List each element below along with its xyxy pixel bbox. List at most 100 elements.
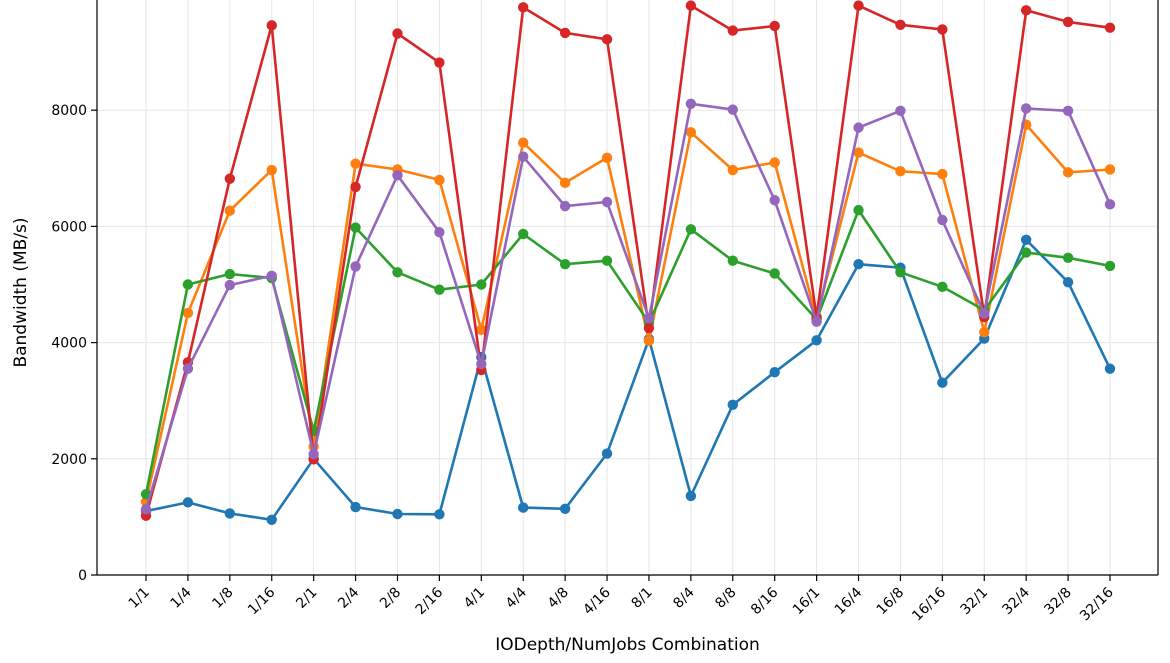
data-point xyxy=(434,284,445,295)
y-tick-label: 2000 xyxy=(51,452,87,468)
data-point xyxy=(979,326,990,338)
data-point xyxy=(1020,103,1032,114)
y-tick-label: 8000 xyxy=(51,103,87,119)
data-point xyxy=(895,105,906,116)
data-point xyxy=(266,164,277,176)
data-point xyxy=(559,503,571,514)
data-point xyxy=(643,322,655,334)
data-point xyxy=(518,502,529,513)
data-point xyxy=(937,168,948,180)
data-point xyxy=(559,177,571,189)
data-point xyxy=(392,28,403,39)
data-point xyxy=(559,200,571,212)
data-point xyxy=(811,316,822,327)
data-point xyxy=(769,268,780,279)
data-point xyxy=(266,270,277,281)
data-point xyxy=(979,308,990,319)
data-point xyxy=(853,122,864,133)
data-point xyxy=(1020,247,1032,258)
data-point xyxy=(518,151,529,162)
data-point xyxy=(1020,5,1032,16)
data-point xyxy=(727,399,738,410)
data-point xyxy=(685,0,697,11)
data-point xyxy=(685,224,697,235)
data-point xyxy=(266,20,277,31)
data-point xyxy=(601,196,613,208)
data-point xyxy=(182,363,194,374)
series-5 xyxy=(140,98,1116,515)
axes xyxy=(91,0,1159,581)
data-point xyxy=(1020,234,1032,245)
data-point xyxy=(895,166,906,177)
data-point xyxy=(182,279,194,290)
data-point xyxy=(308,448,319,460)
data-point xyxy=(1062,167,1074,178)
data-point xyxy=(224,268,236,280)
data-point xyxy=(434,57,445,68)
data-point xyxy=(350,261,361,272)
series-4 xyxy=(140,0,1116,521)
y-tick-label: 6000 xyxy=(51,219,87,235)
data-point xyxy=(350,222,361,233)
series-layer xyxy=(140,0,1116,526)
data-point xyxy=(853,258,864,270)
data-point xyxy=(476,324,487,336)
data-point xyxy=(727,164,738,176)
data-point xyxy=(643,335,655,347)
data-point xyxy=(266,514,277,526)
data-point xyxy=(1104,260,1116,272)
series-line xyxy=(144,4,1111,517)
series-line xyxy=(144,102,1112,510)
data-point xyxy=(811,335,822,346)
data-point xyxy=(1062,276,1074,288)
data-point xyxy=(434,509,445,520)
data-point xyxy=(476,279,487,290)
data-point xyxy=(853,0,864,11)
series-line xyxy=(144,208,1111,495)
data-point xyxy=(601,34,613,45)
data-point xyxy=(937,377,948,388)
data-point xyxy=(140,504,152,515)
data-point xyxy=(937,24,948,35)
data-point xyxy=(769,367,780,378)
data-point xyxy=(224,205,236,216)
data-point xyxy=(601,255,613,266)
data-point xyxy=(392,508,403,520)
data-point xyxy=(1104,199,1116,210)
data-point xyxy=(685,127,697,138)
data-point xyxy=(350,181,361,193)
y-axis-label: Bandwidth (MB/s) xyxy=(11,217,31,367)
data-point xyxy=(601,448,613,459)
data-point xyxy=(1104,164,1116,175)
data-point xyxy=(518,228,529,240)
data-point xyxy=(224,279,236,291)
y-tick-label: 0 xyxy=(78,568,87,584)
data-point xyxy=(937,214,948,226)
data-point xyxy=(1104,22,1116,33)
data-point xyxy=(853,147,864,158)
data-point xyxy=(518,2,529,13)
data-point xyxy=(559,258,571,270)
data-point xyxy=(350,158,361,169)
data-point xyxy=(182,497,194,508)
data-point xyxy=(1104,363,1116,374)
data-point xyxy=(1062,16,1074,28)
data-point xyxy=(434,174,445,186)
data-point xyxy=(476,358,487,370)
data-point xyxy=(937,281,948,293)
data-point xyxy=(853,204,864,216)
x-axis-label: IODepth/NumJobs Combination xyxy=(495,635,760,655)
data-point xyxy=(727,104,738,115)
data-point xyxy=(601,152,613,164)
data-point xyxy=(392,170,403,181)
data-point xyxy=(895,19,906,30)
data-point xyxy=(559,27,571,39)
data-point xyxy=(895,267,906,278)
data-point xyxy=(1062,105,1074,116)
data-point xyxy=(727,255,738,266)
data-point xyxy=(224,508,236,519)
data-point xyxy=(769,157,780,168)
data-point xyxy=(685,490,697,502)
